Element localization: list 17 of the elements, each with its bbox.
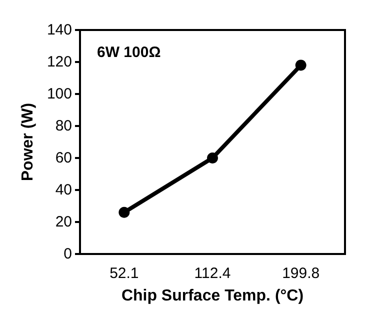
x-tick-label: 52.1 (110, 265, 139, 282)
y-tick-label: 60 (55, 150, 72, 166)
y-tick-label: 0 (64, 246, 72, 262)
y-axis-title: Power (W) (20, 102, 36, 182)
point (118, 206, 130, 218)
y-tick-label: 140 (46, 22, 72, 38)
x-tick-label: 199.8 (282, 265, 320, 282)
point (295, 60, 306, 71)
point (207, 152, 218, 164)
y-tick-label: 80 (55, 118, 72, 134)
text: 6W 100Ω (97, 44, 161, 61)
y-tick-label: 120 (46, 54, 72, 70)
x-tick-label: 112.4 (194, 265, 231, 282)
x-axis-title: Chip Surface Temp. (°C) (121, 288, 304, 304)
y-tick-label: 100 (46, 86, 72, 102)
y-tick-label: 20 (55, 214, 72, 230)
y-tick-label: 40 (55, 182, 72, 198)
